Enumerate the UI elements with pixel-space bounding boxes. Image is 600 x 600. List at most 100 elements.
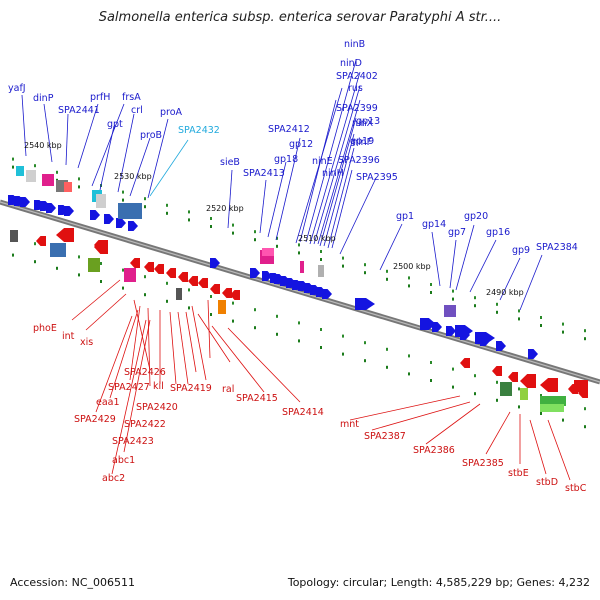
forward-gene-arrow	[128, 221, 138, 231]
tick-dot	[34, 260, 36, 264]
leader-line	[91, 103, 125, 187]
tick-dot	[188, 218, 190, 222]
forward-gene-label: proA	[160, 107, 183, 118]
tick-dot	[408, 276, 410, 280]
gene-box	[444, 305, 456, 317]
tick-dot	[210, 225, 212, 228]
leader-line	[177, 311, 189, 385]
gene-features[interactable]	[8, 166, 588, 412]
forward-gene-label: gp18	[274, 154, 298, 165]
forward-gene-arrow	[316, 287, 326, 297]
leader-line	[21, 94, 27, 157]
accession-text: Accession: NC_006511	[10, 576, 136, 589]
leader-line	[207, 299, 211, 359]
tick-dot	[518, 387, 520, 391]
reverse-gene-arrow	[36, 236, 46, 246]
reverse-gene-arrow	[198, 278, 208, 288]
forward-gene-label: gp7	[448, 227, 466, 238]
tick-dot	[122, 190, 124, 194]
forward-gene-arrow	[40, 201, 50, 211]
tick-dot	[540, 324, 542, 327]
gene-box	[26, 170, 36, 182]
tick-dot	[496, 380, 498, 384]
tick-dot	[562, 322, 564, 326]
reverse-gene-arrow	[154, 264, 164, 274]
leader-line	[147, 118, 169, 199]
tick-dot	[254, 230, 256, 234]
tick-dot	[452, 297, 454, 301]
forward-gene-arrow	[280, 276, 290, 286]
tick-dot	[496, 302, 498, 306]
forward-gene-label: gp1	[396, 211, 414, 222]
tick-dot	[232, 301, 234, 305]
backbone-highlight	[0, 201, 600, 383]
gene-box	[218, 300, 226, 314]
tick-dot	[496, 310, 498, 314]
leader-line	[299, 99, 337, 243]
tick-dot	[364, 263, 366, 267]
tick-dot	[122, 268, 124, 272]
forward-gene-label: ninF	[352, 137, 372, 148]
forward-gene-arrow	[455, 325, 473, 337]
leader-line	[123, 319, 151, 453]
gene-box	[520, 388, 528, 400]
reverse-gene-arrow	[166, 268, 176, 278]
leader-line	[371, 401, 471, 431]
scale-label: 2500 kbp	[393, 262, 431, 271]
tick-dot	[276, 236, 278, 240]
scale-label: 2540 kbp	[24, 141, 62, 150]
reverse-gene-label: phoE	[33, 323, 57, 334]
tick-dot	[430, 379, 432, 382]
tick-dot	[298, 339, 300, 343]
reverse-gene-label: SPA2385	[462, 458, 504, 469]
gene-box	[42, 174, 54, 186]
tick-dot	[584, 329, 586, 333]
leader-line	[109, 309, 139, 399]
forward-gene-label: sieB	[220, 157, 240, 168]
genome-summary: Topology: circular; Length: 4,585,229 bp…	[287, 576, 590, 589]
tick-dot	[56, 266, 58, 270]
tick-dot	[386, 277, 388, 281]
tick-dot	[276, 314, 278, 318]
scale-label: 2520 kbp	[206, 204, 244, 213]
forward-gene-label: SPA2396	[338, 155, 380, 166]
leader-line	[519, 254, 543, 311]
forward-gene-arrow	[14, 196, 24, 206]
tick-dot	[78, 255, 80, 259]
leader-line	[455, 224, 475, 291]
reverse-gene-label: abc1	[112, 455, 135, 466]
leader-line	[529, 419, 547, 475]
scale-label: 2490 kbp	[486, 288, 524, 297]
tick-dot	[34, 242, 36, 246]
gene-box-highlight	[262, 248, 274, 256]
reverse-gene-label: SPA2429	[74, 414, 116, 425]
leader-line	[319, 117, 357, 247]
gene-box	[64, 182, 72, 192]
leader-line	[339, 177, 377, 255]
tick-dot	[12, 253, 14, 257]
reverse-gene-label: SPA2386	[413, 445, 455, 456]
tick-dot	[254, 326, 256, 330]
leader-line	[349, 395, 461, 421]
tick-dot	[100, 262, 102, 265]
reverse-gene-arrow	[460, 358, 470, 368]
reverse-gene-label: stbD	[536, 477, 558, 488]
tick-dot	[254, 308, 256, 312]
forward-gene-label: gp14	[422, 219, 446, 230]
forward-gene-arrow	[528, 349, 538, 359]
tick-dot	[56, 170, 58, 174]
leader-line	[117, 113, 135, 193]
leader-line	[485, 411, 511, 455]
label-leaders	[21, 59, 571, 481]
leader-line	[111, 319, 147, 475]
tick-dot	[518, 405, 520, 409]
forward-gene-arrow	[355, 298, 375, 310]
leader-line	[95, 315, 133, 413]
tick-dot	[298, 251, 300, 255]
leader-line	[185, 311, 197, 373]
tick-dot	[254, 238, 256, 242]
leader-line	[267, 161, 287, 238]
tick-dot	[364, 359, 366, 363]
